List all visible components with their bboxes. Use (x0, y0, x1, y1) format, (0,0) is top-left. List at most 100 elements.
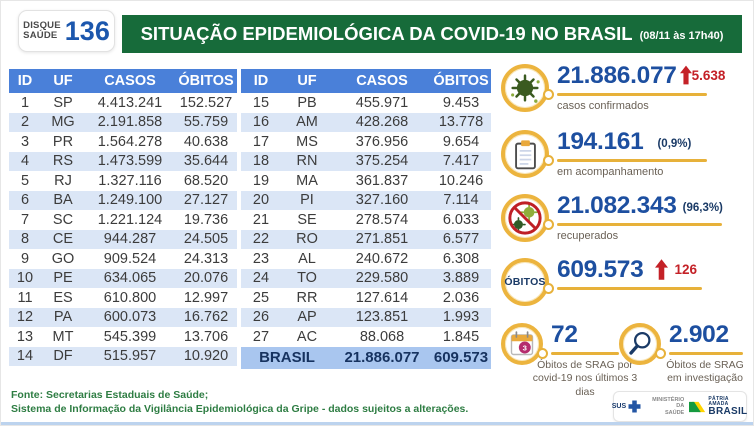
table-row: 21 SE 278.574 6.033 (241, 210, 491, 230)
table-row: 11 ES 610.800 12.997 (9, 288, 237, 308)
table-cell: 35.644 (175, 151, 237, 171)
table-cell: 19.736 (183, 211, 229, 228)
col-header-obitos: ÓBITOS (175, 69, 237, 93)
table-cell: 1.564.278 (97, 133, 163, 150)
table-row: 25 RR 127.614 2.036 (241, 288, 491, 308)
table-cell: AC (296, 328, 318, 345)
table-cell: 634.065 (85, 268, 175, 288)
table-cell: 14 (9, 346, 41, 366)
col-header-obitos: ÓBITOS (431, 69, 491, 93)
table-cell: 2.036 (442, 289, 480, 306)
table-cell: 11 (17, 289, 33, 306)
table-cell: 327.160 (333, 190, 431, 210)
table-cell: ES (53, 289, 73, 306)
table-cell: 27 (252, 328, 270, 345)
table-cell: 278.574 (355, 211, 409, 228)
total-obitos-cell: 609.573 (431, 346, 491, 369)
col-header-id: ID (241, 69, 281, 93)
table-row: 6 BA 1.249.100 27.127 (9, 190, 237, 210)
table-cell: 7.114 (431, 190, 491, 210)
table-header-row: ID UF CASOS ÓBITOS (9, 69, 237, 93)
table-cell: 10.920 (175, 346, 237, 366)
table-row: 5 RJ 1.327.116 68.520 (9, 171, 237, 191)
table-cell: RO (281, 229, 333, 249)
table-cell: 18 (241, 151, 281, 171)
table-row: 24 TO 229.580 3.889 (241, 268, 491, 288)
recuperados-value: 21.082.343 (557, 192, 677, 219)
disque-saude-logo: DISQUE SAÚDE 136 (18, 10, 115, 52)
obitos-delta-value: 126 (674, 262, 697, 277)
table-cell: 22 (241, 229, 281, 249)
brasil-total-row: BRASIL 21.886.077 609.573 (241, 346, 491, 369)
table-cell: 6.577 (431, 229, 491, 249)
table-cell: 13.706 (183, 328, 229, 345)
gold-rule (543, 219, 722, 230)
table-cell: GO (51, 250, 75, 267)
ministry-line1: MINISTÉRIO DA (652, 396, 685, 410)
table-row: 17 MS 376.956 9.654 (241, 132, 491, 152)
table-row: 1 SP 4.413.241 152.527 (9, 93, 237, 113)
table-row: 15 PB 455.971 9.453 (241, 93, 491, 113)
table-cell: 376.956 (355, 133, 409, 150)
table-cell: 27.127 (175, 190, 237, 210)
table-cell: 1.249.100 (85, 190, 175, 210)
source-line-2: Sistema de Informação da Vigilância Epid… (11, 402, 469, 415)
recuperados-label: recuperados (557, 229, 619, 242)
table-row: 4 RS 1.473.599 35.644 (9, 151, 237, 171)
table-cell: 3 (20, 133, 30, 150)
srag-3-dias-value: 72 (551, 321, 578, 348)
table-row: 2 MG 2.191.858 55.759 (9, 112, 237, 132)
table-row: 18 RN 375.254 7.417 (241, 151, 491, 171)
table-cell: 1.845 (442, 328, 480, 345)
table-cell: 6 (9, 190, 41, 210)
table-cell: SE (297, 211, 317, 228)
table-cell: 3.889 (431, 268, 491, 288)
acompanhamento-share: (0,9%) (657, 138, 692, 150)
gold-rule (655, 348, 743, 359)
table-cell: BA (41, 190, 85, 210)
table-cell: 12 (9, 307, 41, 327)
table-cell: 26 (241, 307, 281, 327)
states-table-right: ID UF CASOS ÓBITOS 15 PB 455.971 9.453 16 AM 4… (241, 69, 491, 369)
states-table-right-body: 15 PB 455.971 9.453 16 AM 428.268 13.778 17 MS 376… (241, 93, 491, 347)
table-cell: 40.638 (183, 133, 229, 150)
patria-amada-brasil-logo: PÁTRIA AMADA BRASIL (689, 396, 748, 417)
table-cell: 375.254 (333, 151, 431, 171)
col-header-id: ID (9, 69, 41, 93)
calendar-3-icon: 3 (501, 323, 543, 365)
page-title: SITUAÇÃO EPIDEMIOLÓGICA DA COVID-19 NO B… (140, 23, 633, 44)
obitos-badge: ÓBITOS (501, 258, 549, 306)
stat-srag-investigacao: 2.902 Óbitos de SRAG em investigação (619, 322, 751, 386)
table-cell: 515.957 (85, 346, 175, 366)
table-cell: 8 (9, 229, 41, 249)
table-cell: MT (52, 328, 74, 345)
table-cell: MS (296, 133, 318, 150)
table-cell: 361.837 (355, 172, 409, 189)
col-header-uf: UF (281, 69, 333, 93)
table-row: 13 MT 545.399 13.706 (9, 327, 237, 347)
table-cell: 9.453 (442, 94, 480, 111)
stat-casos-confirmados: 21.886.077 5.638 casos confirmados (501, 63, 725, 112)
table-cell: 20.076 (175, 268, 237, 288)
gold-rule (543, 283, 702, 294)
table-cell: 152.527 (179, 94, 233, 111)
table-cell: 7 (20, 211, 30, 228)
table-cell: 944.287 (85, 229, 175, 249)
government-logos: SUS MINISTÉRIO DA SAÚDE PÁTRIA AMADA BRA… (612, 391, 748, 422)
logo-number-136: 136 (64, 15, 110, 46)
table-cell: 909.524 (103, 250, 157, 267)
table-cell: 9 (20, 250, 30, 267)
table-cell: SC (52, 211, 74, 228)
obitos-value: 609.573 (557, 256, 644, 283)
table-cell: 20 (241, 190, 281, 210)
srag-investigacao-label: Óbitos de SRAG em investigação (666, 358, 744, 385)
table-cell: 4 (9, 151, 41, 171)
disque-saude-label: DISQUE SAÚDE (23, 20, 61, 42)
table-cell: RJ (54, 172, 72, 189)
stat-srag-3-dias: 3 72 Óbitos de SRAG por covid-19 nos últ… (501, 321, 641, 399)
table-cell: 68.520 (183, 172, 229, 189)
table-row: 8 CE 944.287 24.505 (9, 229, 237, 249)
table-row: 9 GO 909.524 24.313 (9, 249, 237, 269)
table-header-row: ID UF CASOS ÓBITOS (241, 69, 491, 93)
up-arrow-icon (679, 65, 692, 85)
